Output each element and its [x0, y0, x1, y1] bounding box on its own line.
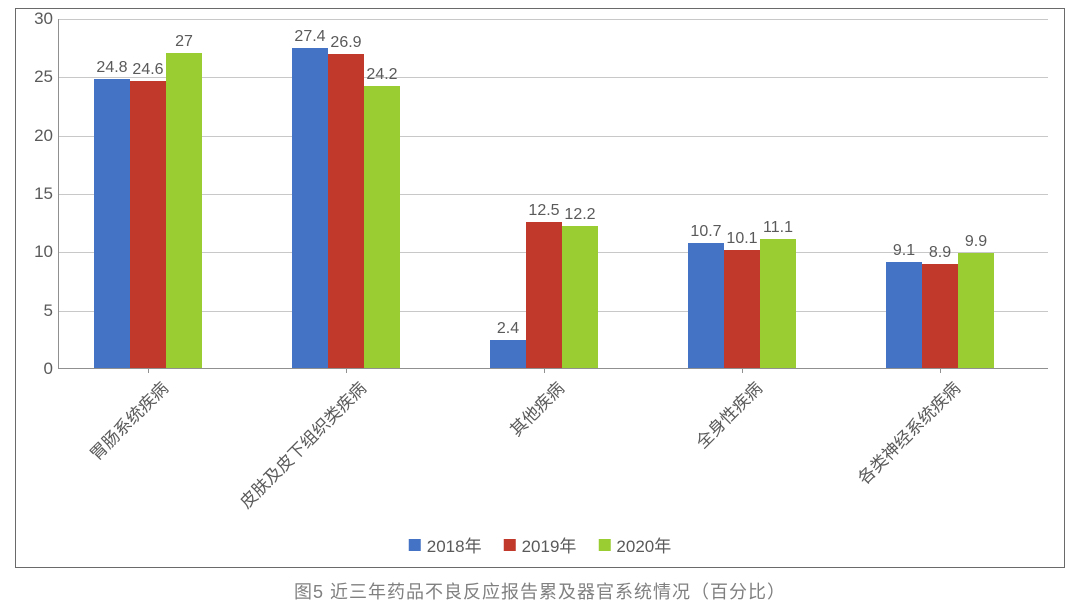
bar: 24.2 — [364, 86, 400, 368]
bar: 9.1 — [886, 262, 922, 368]
xtick-mark — [940, 368, 941, 373]
bar-group: 2.412.512.2其他疾病 — [490, 222, 598, 368]
bar: 26.9 — [328, 54, 364, 368]
bar-value-label: 26.9 — [330, 34, 361, 52]
chart-frame: 05101520253024.824.627胃肠系统疾病27.426.924.2… — [15, 8, 1065, 568]
xtick-mark — [544, 368, 545, 373]
legend-label: 2019年 — [522, 532, 577, 557]
bar-value-label: 24.6 — [132, 61, 163, 79]
bar-group: 9.18.99.9各类神经系统疾病 — [886, 253, 994, 369]
xtick-label: 皮肤及皮下组织类疾病 — [230, 372, 371, 513]
legend-item: 2020年 — [598, 532, 671, 557]
bar: 24.8 — [94, 79, 130, 368]
legend-label: 2020年 — [616, 532, 671, 557]
plot-area: 05101520253024.824.627胃肠系统疾病27.426.924.2… — [58, 19, 1048, 369]
bar-value-label: 24.8 — [96, 59, 127, 77]
bar-value-label: 12.2 — [564, 206, 595, 224]
ytick-label: 30 — [25, 9, 59, 29]
bar-value-label: 10.1 — [726, 230, 757, 248]
xtick-label: 全身性疾病 — [686, 372, 767, 453]
bar: 9.9 — [958, 253, 994, 369]
gridline — [59, 77, 1048, 78]
gridline — [59, 136, 1048, 137]
bar: 10.1 — [724, 250, 760, 368]
xtick-mark — [346, 368, 347, 373]
ytick-label: 5 — [25, 301, 59, 321]
ytick-label: 0 — [25, 359, 59, 379]
xtick-label: 胃肠系统疾病 — [80, 372, 173, 465]
xtick-label: 各类神经系统疾病 — [848, 372, 965, 489]
bar: 8.9 — [922, 264, 958, 368]
bar-value-label: 8.9 — [929, 244, 951, 262]
legend-label: 2018年 — [427, 532, 482, 557]
ytick-label: 25 — [25, 67, 59, 87]
gridline — [59, 19, 1048, 20]
legend-swatch — [598, 539, 610, 551]
bar: 24.6 — [130, 81, 166, 368]
ytick-label: 15 — [25, 184, 59, 204]
bar-value-label: 12.5 — [528, 202, 559, 220]
xtick-mark — [148, 368, 149, 373]
bar-value-label: 9.1 — [893, 242, 915, 260]
bar: 27 — [166, 53, 202, 368]
ytick-label: 10 — [25, 242, 59, 262]
bar-group: 27.426.924.2皮肤及皮下组织类疾病 — [292, 48, 400, 368]
legend-item: 2018年 — [409, 532, 482, 557]
bar: 10.7 — [688, 243, 724, 368]
legend: 2018年 2019年 2020年 — [409, 532, 671, 557]
bar-value-label: 27 — [175, 33, 193, 51]
legend-swatch — [504, 539, 516, 551]
gridline — [59, 194, 1048, 195]
bar-value-label: 27.4 — [294, 28, 325, 46]
chart-caption: 图5 近三年药品不良反应报告累及器官系统情况（百分比） — [294, 578, 786, 604]
bar-value-label: 24.2 — [366, 66, 397, 84]
bar: 12.5 — [526, 222, 562, 368]
bar: 2.4 — [490, 340, 526, 368]
xtick-mark — [742, 368, 743, 373]
bar: 12.2 — [562, 226, 598, 368]
bar: 11.1 — [760, 239, 796, 369]
xtick-label: 其他疾病 — [500, 372, 569, 441]
bar-value-label: 2.4 — [497, 320, 519, 338]
legend-swatch — [409, 539, 421, 551]
bar-value-label: 9.9 — [965, 233, 987, 251]
bar: 27.4 — [292, 48, 328, 368]
bar-value-label: 11.1 — [763, 219, 793, 237]
legend-item: 2019年 — [504, 532, 577, 557]
bar-group: 10.710.111.1全身性疾病 — [688, 239, 796, 369]
ytick-label: 20 — [25, 126, 59, 146]
bar-value-label: 10.7 — [690, 223, 721, 241]
bar-group: 24.824.627胃肠系统疾病 — [94, 53, 202, 368]
